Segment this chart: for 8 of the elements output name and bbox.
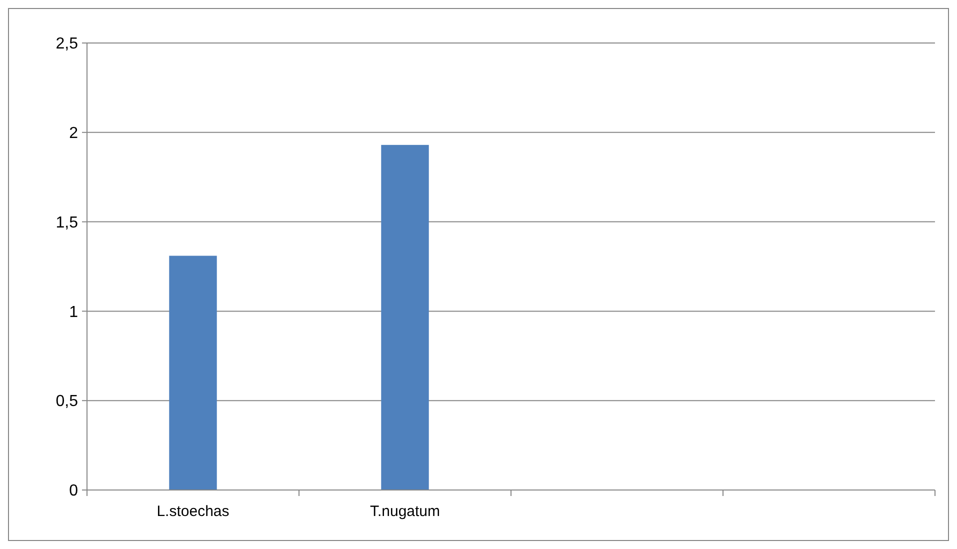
y-tick-label: 1,5 xyxy=(56,214,78,232)
x-tick-label: T.nugatum xyxy=(370,503,440,520)
x-tick-label: L.stoechas xyxy=(156,503,230,520)
y-tick-label: 2 xyxy=(69,125,78,142)
y-tick-label: 1 xyxy=(69,304,78,321)
y-tick-label: 2,5 xyxy=(56,36,78,53)
y-tick-label: 0,5 xyxy=(56,393,78,410)
y-tick-label: 0 xyxy=(69,482,78,500)
